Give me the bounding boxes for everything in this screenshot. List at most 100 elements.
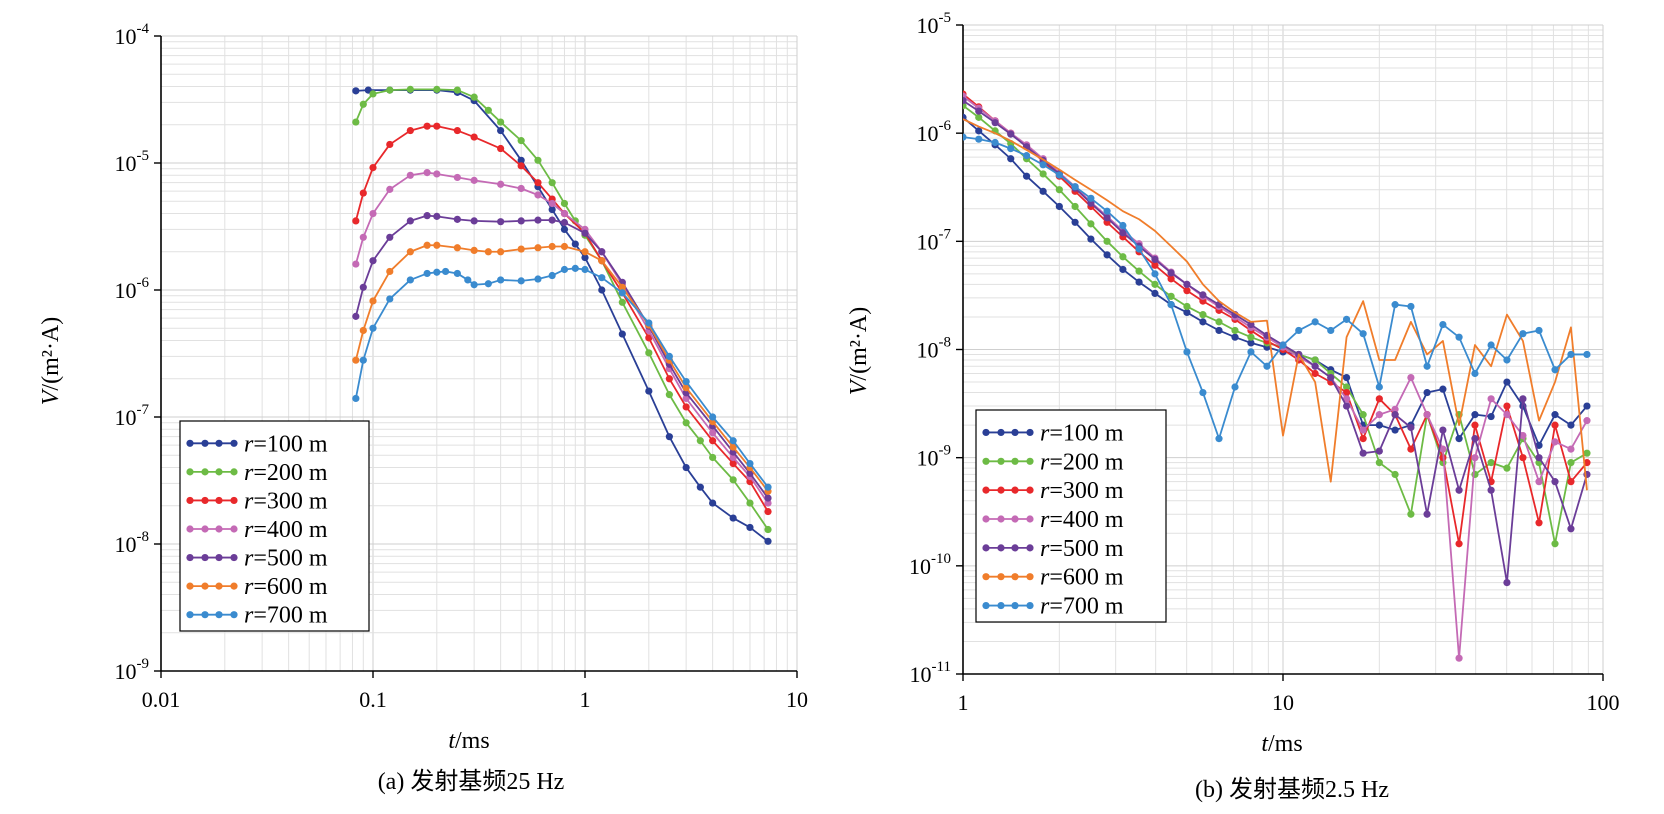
y-tick-label: 10-9 <box>115 656 150 684</box>
data-point <box>1103 251 1111 259</box>
legend-label: r=500 m <box>244 546 328 572</box>
data-point <box>1567 350 1575 359</box>
legend-item: r=600 m <box>186 574 328 600</box>
legend-swatch-marker <box>982 573 990 581</box>
data-point <box>369 324 377 332</box>
data-point <box>423 241 431 249</box>
series-r-700-m <box>963 133 1591 443</box>
data-point <box>682 419 690 427</box>
data-point <box>352 394 360 403</box>
data-point <box>406 171 414 179</box>
data-point <box>1167 275 1175 283</box>
legend-item: r=500 m <box>982 536 1124 562</box>
data-point <box>1439 426 1447 434</box>
data-point <box>1183 287 1191 295</box>
data-point <box>571 240 579 248</box>
data-point <box>517 217 525 225</box>
data-point <box>665 433 673 441</box>
data-point <box>1535 478 1543 486</box>
data-point <box>548 242 556 251</box>
data-point <box>682 384 690 392</box>
data-point <box>1199 318 1207 326</box>
data-point <box>1471 411 1479 419</box>
data-point <box>534 191 542 199</box>
data-point <box>1359 426 1367 434</box>
legend-label: r=300 m <box>244 488 328 514</box>
data-point <box>386 140 394 149</box>
data-point <box>581 265 589 274</box>
data-point <box>1423 388 1431 397</box>
data-point <box>1342 373 1351 382</box>
data-point <box>1119 253 1127 261</box>
legend: r=100 m r=200 mr=300 m r=400 m r=500 mr=600… <box>179 420 370 632</box>
y-tick-label: 10-8 <box>917 335 952 363</box>
data-point <box>1167 301 1175 309</box>
legend-swatch-marker <box>1026 457 1034 465</box>
data-point <box>1471 369 1479 378</box>
data-point <box>1583 417 1591 425</box>
data-point <box>548 216 556 224</box>
data-point <box>1327 326 1335 335</box>
data-point <box>497 218 505 226</box>
data-point <box>386 86 394 94</box>
x-tick-label: 10 <box>1272 690 1294 715</box>
y-tick-label: 10-4 <box>115 21 150 49</box>
legend-swatch-marker <box>186 611 194 619</box>
legend-label: r=100 m <box>1040 420 1124 446</box>
data-point <box>1423 411 1431 419</box>
data-point <box>1022 172 1031 180</box>
data-point <box>963 97 967 105</box>
data-point <box>682 403 690 411</box>
legend-item: r=100 m <box>186 431 328 457</box>
data-point <box>423 169 431 177</box>
chart-b: 1 10 100 10-11 10-10 10-9 10-8 10-7 10-6 10-5 t/ms… <box>846 10 1620 803</box>
legend-label: r=100 m <box>244 431 328 457</box>
data-point <box>1455 654 1463 662</box>
data-point <box>1503 356 1511 364</box>
data-point <box>682 463 690 472</box>
data-point <box>682 378 690 386</box>
data-point <box>369 257 377 265</box>
legend-swatch-marker <box>982 457 990 465</box>
data-point <box>1487 486 1495 494</box>
legend-swatch-marker <box>215 496 223 505</box>
data-point <box>1535 441 1543 449</box>
data-point <box>696 483 704 491</box>
data-point <box>1199 291 1207 299</box>
data-point <box>352 118 360 126</box>
legend-swatch-marker <box>1026 515 1034 523</box>
legend-swatch-marker <box>201 553 209 562</box>
data-point <box>1551 421 1559 429</box>
data-point <box>1567 459 1575 467</box>
y-tick-label: 10-9 <box>917 443 952 471</box>
data-point <box>1183 302 1191 311</box>
data-point <box>548 271 556 280</box>
data-point <box>1503 402 1511 410</box>
data-point <box>1391 411 1399 419</box>
x-tick-label: 0.01 <box>142 687 181 712</box>
legend-swatch-marker <box>997 515 1005 523</box>
data-point <box>1231 383 1239 391</box>
data-point <box>598 274 606 282</box>
data-point <box>729 476 737 484</box>
legend-swatch-marker <box>230 468 238 476</box>
data-point <box>645 349 653 357</box>
data-point <box>1535 519 1543 527</box>
legend-swatch-marker <box>1011 486 1019 494</box>
data-point <box>470 246 478 255</box>
legend-swatch-marker <box>201 582 209 590</box>
data-point <box>1103 207 1111 215</box>
data-point <box>548 179 556 187</box>
series-line <box>354 171 769 504</box>
legend-swatch-marker <box>230 582 238 590</box>
data-point <box>764 507 772 516</box>
chart-caption: (a) 发射基频25 Hz <box>378 768 565 795</box>
data-point <box>534 179 542 187</box>
data-point <box>1471 470 1479 479</box>
data-point <box>1359 449 1367 457</box>
series-r-500-m <box>352 212 772 502</box>
data-point <box>1471 435 1479 443</box>
data-point <box>517 277 525 285</box>
legend-swatch-marker <box>186 496 194 505</box>
